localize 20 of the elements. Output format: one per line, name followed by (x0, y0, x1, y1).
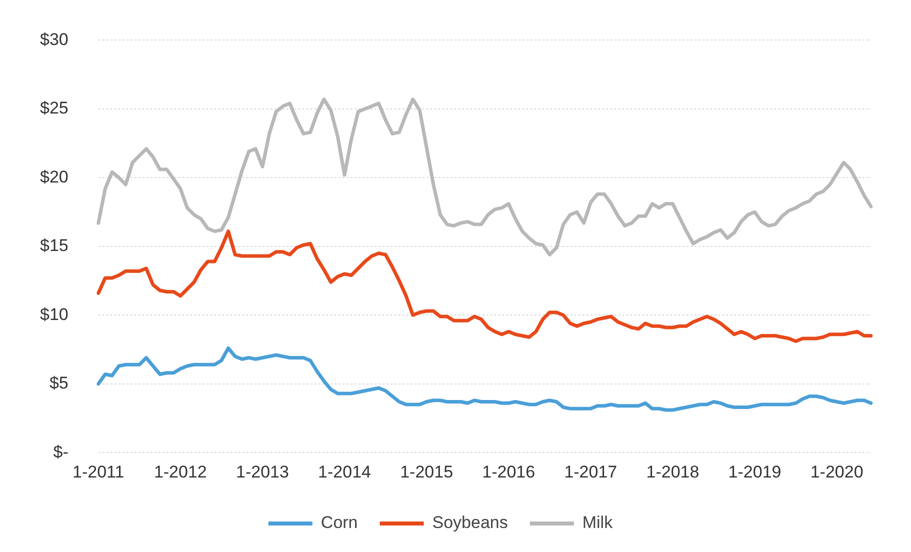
y-tick-label: $25 (40, 98, 68, 118)
y-tick-label: $5 (49, 374, 68, 393)
y-tick-label: $20 (40, 167, 68, 186)
x-tick-label: 1-2019 (728, 462, 782, 482)
y-tick-label: $- (53, 442, 68, 462)
x-tick-label: 1-2014 (318, 462, 371, 482)
x-tick-label: 1-2011 (72, 462, 124, 482)
y-tick-label: $30 (40, 30, 68, 49)
y-tick-label: $10 (40, 304, 68, 324)
x-tick-label: 1-2016 (482, 462, 536, 482)
legend-label: Corn (320, 513, 358, 532)
legend-label: Soybeans (432, 513, 508, 532)
x-tick-label: 1-2012 (154, 462, 207, 482)
x-tick-label: 1-2015 (400, 462, 454, 482)
y-tick-label: $15 (40, 236, 68, 256)
legend-label: Milk (582, 513, 614, 532)
x-tick-label: 1-2017 (564, 462, 618, 482)
x-tick-label: 1-2018 (646, 462, 700, 482)
x-tick-label: 1-2020 (810, 462, 864, 482)
x-tick-label: 1-2013 (236, 462, 289, 482)
